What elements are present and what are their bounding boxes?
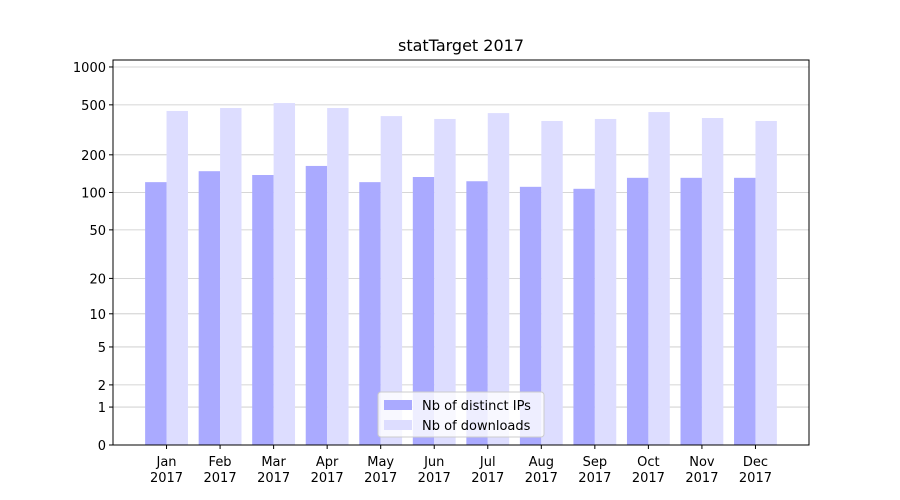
y-tick-label: 2 — [98, 379, 106, 394]
bar — [487, 113, 510, 445]
x-tick-label: Oct — [637, 455, 659, 470]
x-tick-label: Nov — [689, 455, 715, 470]
bar — [166, 110, 188, 446]
x-tick-label: Feb — [209, 455, 232, 470]
y-tick-label: 500 — [81, 99, 106, 114]
x-tick-label: 2017 — [578, 471, 611, 486]
bar — [626, 177, 649, 445]
plot-frame — [112, 59, 810, 446]
x-tick-label: Mar — [261, 455, 286, 470]
y-tick-label: 10 — [89, 308, 106, 323]
y-tick-label: 1000 — [73, 61, 106, 76]
x-tick-label: 2017 — [257, 471, 290, 486]
legend-box — [377, 391, 545, 438]
bar — [594, 118, 617, 446]
x-tick-label: Jul — [479, 455, 496, 470]
bar — [145, 182, 167, 445]
chart-title: statTarget 2017 — [398, 36, 524, 55]
bar — [573, 188, 595, 445]
x-tick-label: Dec — [743, 455, 768, 470]
bar — [412, 177, 435, 446]
x-tick-label: 2017 — [204, 471, 237, 486]
y-tick-label: 5 — [98, 341, 106, 356]
bar — [198, 171, 221, 445]
x-tick-label: Sep — [583, 455, 608, 470]
x-tick-label: 2017 — [685, 471, 718, 486]
y-tick-label: 100 — [81, 186, 106, 201]
bar — [380, 116, 403, 445]
legend-swatch — [384, 400, 412, 410]
bar — [273, 103, 296, 445]
legend-label: Nb of distinct IPs — [422, 399, 531, 414]
bar — [755, 120, 777, 445]
x-tick-label: 2017 — [471, 471, 504, 486]
bar — [541, 120, 563, 445]
y-tick-label: 200 — [81, 149, 106, 164]
bar — [734, 177, 756, 445]
y-tick-label: 0 — [98, 439, 106, 454]
legend: Nb of distinct IPs Nb of downloads — [377, 391, 545, 438]
bar — [220, 107, 242, 445]
x-tick-label: 2017 — [739, 471, 772, 486]
x-tick-label: 2017 — [632, 471, 665, 486]
x-tick-label: Jan — [156, 455, 177, 470]
bar — [466, 181, 488, 445]
x-tick-label: 2017 — [364, 471, 397, 486]
legend-swatch — [384, 420, 412, 430]
bar — [252, 174, 274, 446]
y-tick-label: 50 — [89, 224, 106, 239]
bar — [648, 112, 670, 445]
bar — [519, 186, 542, 445]
x-tick-label: 2017 — [418, 471, 451, 486]
legend-label: Nb of downloads — [422, 419, 531, 434]
bar — [327, 107, 349, 445]
x-tick-label: Apr — [316, 455, 339, 470]
x-tick-label: 2017 — [525, 471, 558, 486]
x-tick-label: May — [367, 455, 394, 470]
x-tick-label: 2017 — [150, 471, 183, 486]
bar — [434, 118, 456, 446]
x-tick-label: Jun — [423, 455, 444, 470]
y-tick-label: 1 — [98, 401, 106, 416]
bar — [305, 165, 328, 445]
bar — [701, 117, 724, 445]
x-tick-label: Aug — [529, 455, 554, 470]
y-tick-label: 20 — [89, 272, 106, 287]
bar — [680, 177, 702, 445]
x-tick-label: 2017 — [311, 471, 344, 486]
bar — [359, 182, 381, 445]
